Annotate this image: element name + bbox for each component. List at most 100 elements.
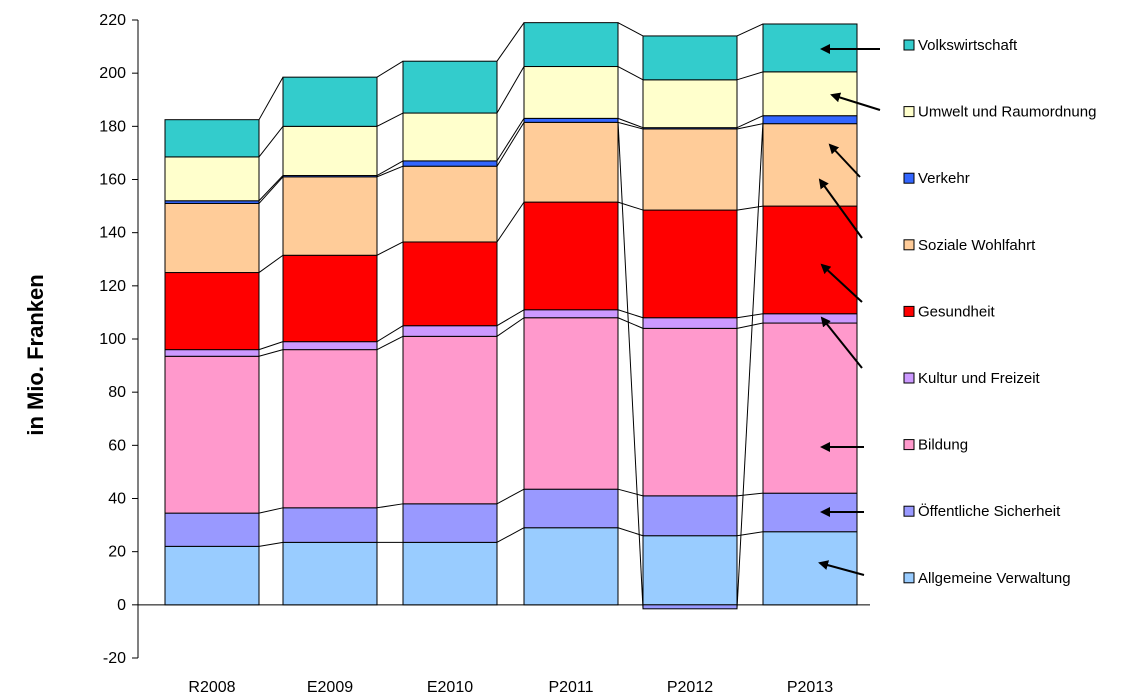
legend-arrow bbox=[820, 263, 863, 303]
bar-segment bbox=[164, 355, 260, 514]
bar-segment bbox=[523, 201, 619, 311]
legend-label: Gesundheit bbox=[918, 303, 996, 320]
bar-segment bbox=[164, 119, 260, 158]
series-connector-line bbox=[736, 313, 764, 319]
bar-segment bbox=[642, 535, 738, 606]
series-connector-line bbox=[258, 175, 284, 202]
legend-arrow bbox=[830, 92, 881, 111]
legend-label: Soziale Wohlfahrt bbox=[918, 237, 1036, 254]
bar-segment bbox=[164, 512, 260, 547]
series-connector-line bbox=[736, 123, 764, 130]
series-connector-line bbox=[496, 118, 525, 162]
legend-label: Bildung bbox=[918, 437, 968, 454]
legend-label: Öffentliche Sicherheit bbox=[918, 502, 1061, 520]
bar-segment bbox=[642, 35, 738, 81]
series-connector-line bbox=[496, 66, 525, 114]
series-connector-line bbox=[736, 120, 764, 609]
bar-segment bbox=[642, 495, 738, 537]
legend-swatch bbox=[903, 305, 915, 317]
bar-segment bbox=[402, 335, 498, 505]
legend-swatch bbox=[903, 572, 915, 584]
series-connector-line bbox=[376, 241, 404, 256]
bar-segment-negative bbox=[642, 604, 738, 610]
series-connector-line bbox=[617, 488, 644, 497]
y-tick-label: 200 bbox=[99, 65, 126, 82]
series-connector-line bbox=[496, 488, 525, 505]
series-connector-line bbox=[376, 112, 404, 127]
bars-layer bbox=[164, 22, 858, 610]
x-tick-label: E2009 bbox=[307, 679, 353, 696]
y-tick-label: 20 bbox=[108, 544, 126, 561]
y-axis-title: in Mio. Franken bbox=[23, 274, 48, 435]
bar-segment bbox=[402, 60, 498, 114]
bar-segment bbox=[164, 349, 260, 357]
legend-swatch bbox=[903, 172, 915, 184]
x-tick-label: P2013 bbox=[787, 679, 833, 696]
bar-segment bbox=[402, 160, 498, 167]
y-tick-label: 40 bbox=[108, 491, 126, 508]
axis-layer bbox=[132, 19, 870, 659]
x-tick-label: R2008 bbox=[188, 679, 235, 696]
bar-segment bbox=[282, 341, 378, 351]
legend-swatch bbox=[903, 39, 915, 51]
bar-segment bbox=[523, 488, 619, 529]
legend-label: Volkswirtschaft bbox=[918, 37, 1018, 54]
bar-segment bbox=[762, 313, 858, 324]
legend-label: Umwelt und Raumordnung bbox=[918, 104, 1096, 121]
bar-segment bbox=[402, 325, 498, 337]
series-connector-line bbox=[617, 22, 644, 37]
legend-label: Allgemeine Verwaltung bbox=[918, 570, 1071, 587]
bar-segment bbox=[523, 66, 619, 119]
series-connector-line bbox=[736, 205, 764, 211]
legend-arrow bbox=[828, 143, 861, 178]
y-tick-label: 160 bbox=[99, 172, 126, 189]
bar-segment bbox=[642, 79, 738, 129]
series-connector-line bbox=[617, 120, 644, 609]
series-connector-line bbox=[736, 492, 764, 497]
series-connector-line bbox=[376, 160, 404, 176]
bar-segment bbox=[402, 503, 498, 543]
legend-arrow bbox=[818, 560, 865, 576]
x-tick-label: E2010 bbox=[427, 679, 473, 696]
series-connector-line bbox=[376, 335, 404, 351]
series-connector-line bbox=[258, 349, 284, 357]
series-connector-line bbox=[376, 60, 404, 78]
bar-segment bbox=[164, 156, 260, 202]
bar-segment bbox=[523, 22, 619, 68]
bar-segment bbox=[523, 527, 619, 606]
series-connector-line bbox=[736, 71, 764, 81]
series-connector-line bbox=[617, 121, 644, 130]
bar-segment bbox=[282, 125, 378, 177]
series-connector-line bbox=[258, 254, 284, 273]
legend-arrow bbox=[818, 178, 863, 239]
bar-segment bbox=[164, 202, 260, 274]
bar-segment bbox=[402, 112, 498, 162]
bar-segment bbox=[164, 545, 260, 606]
series-connector-line bbox=[376, 325, 404, 343]
bar-segment bbox=[762, 322, 858, 494]
axis-labels-layer: -20 0 20 40 60 80 100 120 140 160 180 200 220 R2008 E2… bbox=[99, 12, 833, 696]
bar-segment bbox=[282, 76, 378, 127]
bar-segment bbox=[642, 209, 738, 319]
bar-segment bbox=[282, 507, 378, 543]
bar-segment bbox=[762, 23, 858, 73]
series-connector-line bbox=[376, 503, 404, 509]
legend-swatch bbox=[903, 505, 915, 517]
series-connector-line bbox=[496, 201, 525, 243]
bar-segment bbox=[282, 349, 378, 509]
series-connector-line bbox=[617, 317, 644, 329]
bar-segment bbox=[523, 309, 619, 319]
bar-segment bbox=[642, 327, 738, 497]
bar-segment bbox=[402, 241, 498, 327]
series-connector-line bbox=[736, 322, 764, 329]
series-connector-line bbox=[496, 309, 525, 327]
series-connector-line bbox=[617, 66, 644, 81]
bar-segment bbox=[523, 121, 619, 203]
x-tick-label: P2012 bbox=[667, 679, 713, 696]
bar-segment bbox=[402, 541, 498, 606]
series-connector-lines bbox=[258, 22, 764, 609]
bar-segment bbox=[762, 115, 858, 125]
series-connector-line bbox=[258, 176, 284, 204]
y-tick-label: 140 bbox=[99, 225, 126, 242]
